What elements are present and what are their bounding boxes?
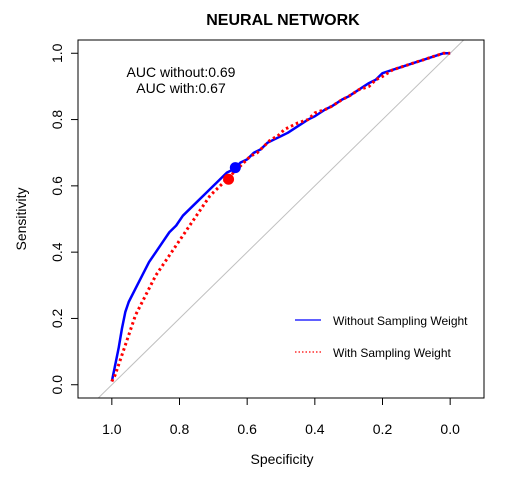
x-tick-label: 1.0 <box>102 421 122 437</box>
x-tick-label: 0.2 <box>373 421 393 437</box>
x-tick-label: 0.4 <box>305 421 325 437</box>
y-axis-title: Sensitivity <box>13 187 29 250</box>
reference-layer <box>97 39 465 399</box>
threshold-point-with <box>223 173 235 185</box>
y-tick-label: 0.6 <box>49 176 65 196</box>
legend-label-with: With Sampling Weight <box>333 346 451 360</box>
legend-label-without: Without Sampling Weight <box>333 314 468 328</box>
y-tick-label: 0.8 <box>49 110 65 130</box>
x-tick-label: 0.0 <box>440 421 460 437</box>
y-axis: 0.0 0.2 0.4 0.6 0.8 1.0 <box>49 43 79 395</box>
series-layer <box>110 51 451 383</box>
reference-diagonal <box>97 39 465 399</box>
x-axis-title: Specificity <box>250 451 313 467</box>
y-tick-label: 0.4 <box>49 242 65 262</box>
y-tick-label: 1.0 <box>49 43 65 63</box>
x-tick-label: 0.6 <box>237 421 257 437</box>
x-axis: 1.0 0.8 0.6 0.4 0.2 0.0 <box>102 397 460 437</box>
annotation-auc-without: AUC without:0.69 <box>127 64 236 80</box>
chart-title: NEURAL NETWORK <box>206 12 360 29</box>
x-tick-label: 0.8 <box>170 421 190 437</box>
y-tick-label: 0.2 <box>49 309 65 329</box>
legend: Without Sampling Weight With Sampling We… <box>295 314 468 360</box>
highlight-points-layer <box>223 162 241 185</box>
threshold-point-without <box>229 162 241 174</box>
annotation-auc-with: AUC with:0.67 <box>136 80 226 96</box>
y-tick-label: 0.0 <box>49 375 65 395</box>
